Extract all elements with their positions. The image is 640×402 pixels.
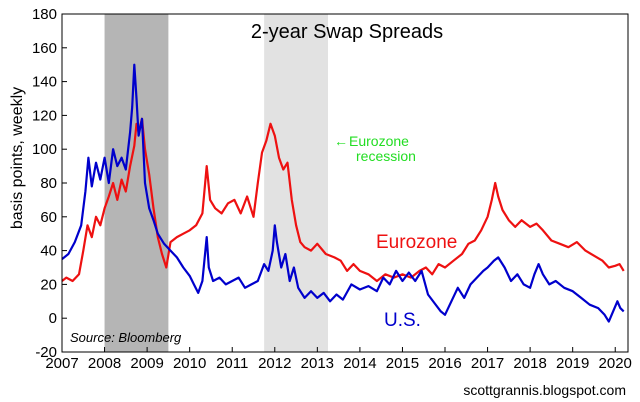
- recession-shading: [104, 14, 328, 352]
- y-tick-label: 160: [32, 40, 57, 57]
- series-label-us: U.S.: [384, 310, 421, 331]
- eurozone-recession-arrow-icon: ←: [334, 133, 348, 149]
- y-tick-label: 120: [32, 107, 57, 124]
- y-tick-label: 80: [40, 175, 57, 192]
- recession-band-1: [264, 14, 328, 352]
- x-tick-label: 2007: [45, 355, 78, 372]
- chart-title: 2-year Swap Spreads: [251, 21, 443, 43]
- y-tick-label: 140: [32, 74, 57, 91]
- x-tick-label: 2015: [386, 355, 419, 372]
- x-tick-label: 2018: [513, 355, 546, 372]
- y-tick-label: -20: [35, 344, 57, 361]
- x-tick-label: 2016: [428, 355, 461, 372]
- credit-url: scottgrannis.blogspot.com: [463, 382, 626, 398]
- x-tick-label: 2020: [599, 355, 632, 372]
- y-tick-label: 40: [40, 243, 57, 260]
- y-tick-label: 20: [40, 276, 57, 293]
- x-tick-label: 2009: [130, 355, 163, 372]
- series-layer: [61, 63, 625, 323]
- x-tick-label: 2014: [343, 355, 376, 372]
- y-tick-label: 60: [40, 209, 57, 226]
- series-line-us: [61, 63, 625, 323]
- x-tick-label: 2017: [471, 355, 504, 372]
- series-line-eurozone: [61, 117, 625, 283]
- axes: -20 0 20 40 60 80 100 120 140 160 180 2007 2008 2009 2…: [32, 6, 632, 372]
- x-tick-label: 2008: [88, 355, 121, 372]
- y-tick-label: 0: [49, 310, 57, 327]
- x-tick-label: 2011: [216, 355, 248, 372]
- eurozone-recession-annotation-line2: recession: [356, 148, 416, 164]
- y-tick-label: 180: [32, 6, 57, 23]
- recession-band-0: [104, 14, 169, 352]
- x-tick-label: 2010: [173, 355, 206, 372]
- series-label-eurozone: Eurozone: [376, 232, 457, 253]
- x-tick-label: 2019: [556, 355, 589, 372]
- x-tick-label: 2012: [258, 355, 291, 372]
- y-tick-label: 100: [32, 141, 57, 158]
- y-axis-label: basis points, weekly: [9, 87, 26, 229]
- x-tick-label: 2013: [301, 355, 334, 372]
- source-note: Source: Bloomberg: [70, 330, 182, 345]
- eurozone-recession-annotation-line1: Eurozone: [349, 133, 409, 149]
